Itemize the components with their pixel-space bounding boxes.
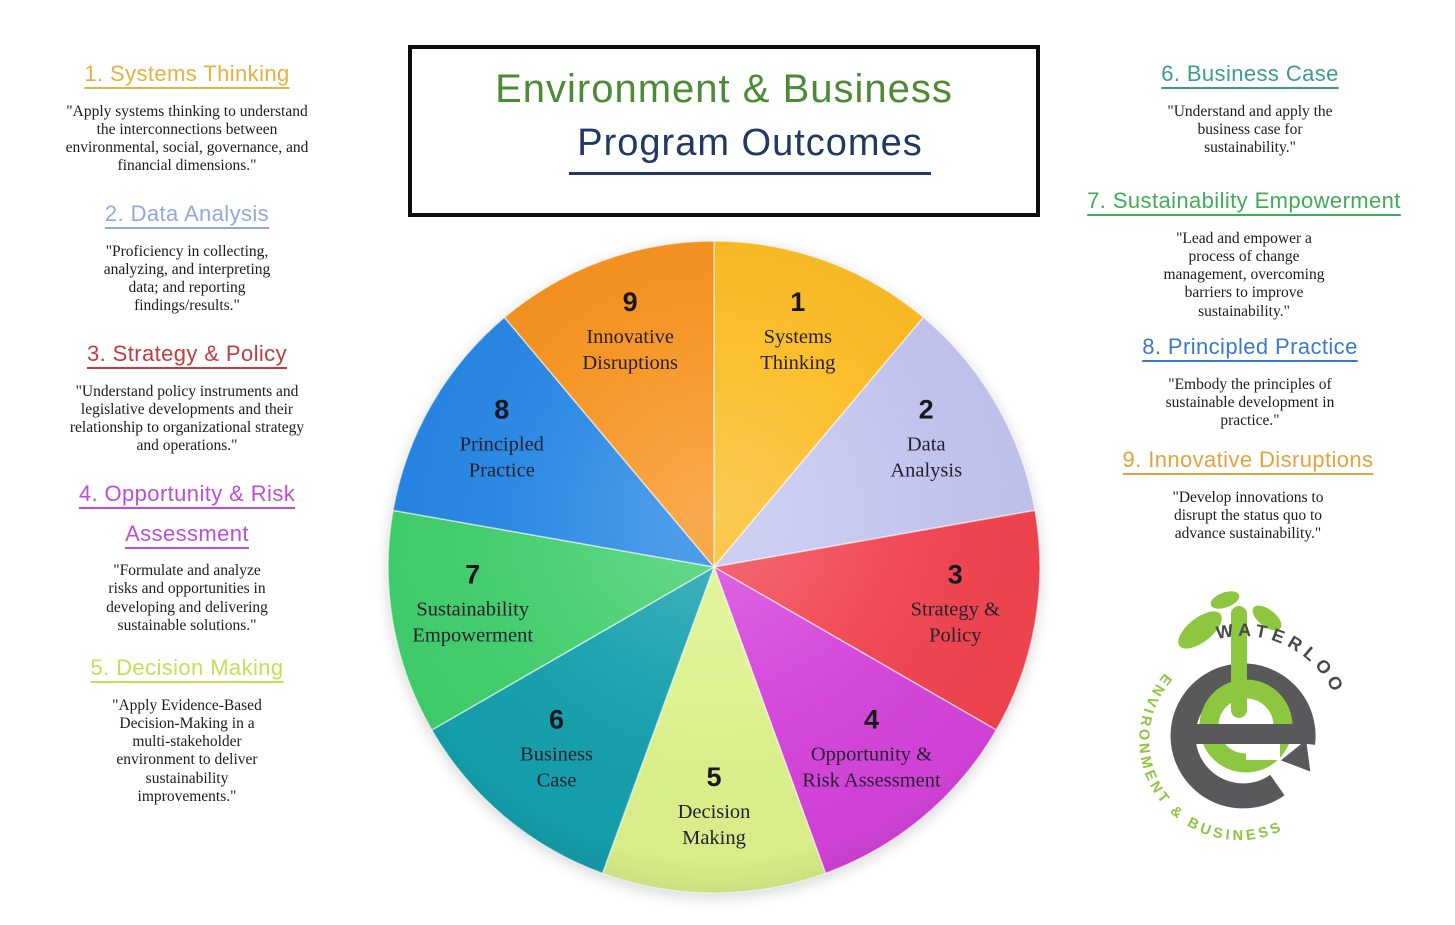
logo-arrowhead-icon bbox=[1280, 740, 1311, 772]
program-outcomes-pie-chart: 1 Systems Thinking 2 Data Analysis 3 Strategy &… bbox=[387, 240, 1041, 894]
page-title-line2: Program Outcomes bbox=[438, 122, 1062, 175]
pie-slice-6-label: 6 Business Case bbox=[520, 705, 593, 792]
outcome-2-heading: 2. Data Analysis bbox=[104, 201, 270, 226]
outcome-1-description: "Apply systems thinking to understand th… bbox=[65, 102, 309, 175]
outcome-6-heading: 6. Business Case bbox=[1161, 61, 1339, 86]
pie-slice-5-label: 5 Decision Making bbox=[678, 762, 751, 849]
outcome-item-3: 3. Strategy & Policy "Understand policy … bbox=[28, 334, 346, 456]
outcome-2-description: "Proficiency in collecting, analyzing, a… bbox=[103, 242, 271, 315]
waterloo-environment-business-logo: WATERLOO ENVIRONMENT & BUSINESS bbox=[1135, 591, 1345, 844]
outcome-item-7: 7. Sustainability Empowerment "Lead and … bbox=[1055, 181, 1433, 321]
outcome-item-1: 1. Systems Thinking "Apply systems think… bbox=[28, 54, 346, 176]
outcome-5-heading: 5. Decision Making bbox=[90, 655, 284, 680]
outcome-7-heading: 7. Sustainability Empowerment bbox=[1087, 188, 1401, 213]
outcome-8-description: "Embody the principles of sustainable de… bbox=[1165, 375, 1335, 430]
outcome-6-description: "Understand and apply the business case … bbox=[1167, 102, 1333, 157]
outcome-item-9: 9. Innovative Disruptions "Develop innov… bbox=[1068, 440, 1428, 543]
outcome-item-4: 4. Opportunity & Risk Assessment "Formul… bbox=[28, 474, 346, 635]
outcome-4-description: "Formulate and analyze risks and opportu… bbox=[106, 562, 268, 635]
outcome-item-5: 5. Decision Making "Apply Evidence-Based… bbox=[28, 648, 346, 806]
pie-slice-2-label: 2 Data Analysis bbox=[890, 395, 962, 482]
outcome-7-description: "Lead and empower a process of change ma… bbox=[1163, 229, 1325, 320]
title-box: Environment & Business Program Outcomes bbox=[408, 45, 1040, 217]
outcome-5-description: "Apply Evidence-Based Decision-Making in… bbox=[112, 696, 262, 805]
outcome-item-2: 2. Data Analysis "Proficiency in collect… bbox=[28, 194, 346, 316]
logo-leaf-icon bbox=[1210, 591, 1240, 609]
outcome-9-heading: 9. Innovative Disruptions bbox=[1122, 447, 1374, 472]
logo-stem bbox=[1231, 606, 1247, 718]
pie-shading-overlay bbox=[388, 241, 1040, 893]
pie-slice-9-label: 9 Innovative Disruptions bbox=[582, 287, 678, 374]
outcome-1-heading: 1. Systems Thinking bbox=[84, 61, 290, 86]
pie-slice-3-label: 3 Strategy & Policy bbox=[911, 560, 1000, 647]
outcome-8-heading: 8. Principled Practice bbox=[1142, 334, 1358, 359]
pie-slice-1-label: 1 Systems Thinking bbox=[760, 287, 835, 374]
logo-leaf-icon bbox=[1252, 605, 1282, 631]
outcome-item-6: 6. Business Case "Understand and apply t… bbox=[1080, 54, 1420, 157]
page-title-line1: Environment & Business bbox=[495, 67, 953, 111]
logo-crossbar bbox=[1184, 724, 1312, 744]
logo-leaf-icon bbox=[1178, 611, 1222, 649]
outcome-3-heading: 3. Strategy & Policy bbox=[87, 341, 287, 366]
outcome-3-description: "Understand policy instruments and legis… bbox=[69, 382, 305, 455]
pie-slice-8-label: 8 Principled Practice bbox=[460, 395, 544, 482]
logo-white-gap bbox=[1246, 744, 1280, 760]
pie-slice-7-label: 7 Sustainability Empowerment bbox=[412, 560, 533, 647]
pie-slice-4-label: 4 Opportunity & Risk Assessment bbox=[802, 705, 941, 792]
pie-labels-group: 1 Systems Thinking 2 Data Analysis 3 Strategy &… bbox=[412, 287, 1000, 849]
outcome-item-8: 8. Principled Practice "Embody the princ… bbox=[1080, 327, 1420, 430]
logo-gray-ring bbox=[1170, 663, 1316, 809]
outcome-4-heading: 4. Opportunity & Risk Assessment bbox=[78, 481, 296, 546]
outcome-9-description: "Develop innovations to disrupt the stat… bbox=[1172, 488, 1324, 543]
